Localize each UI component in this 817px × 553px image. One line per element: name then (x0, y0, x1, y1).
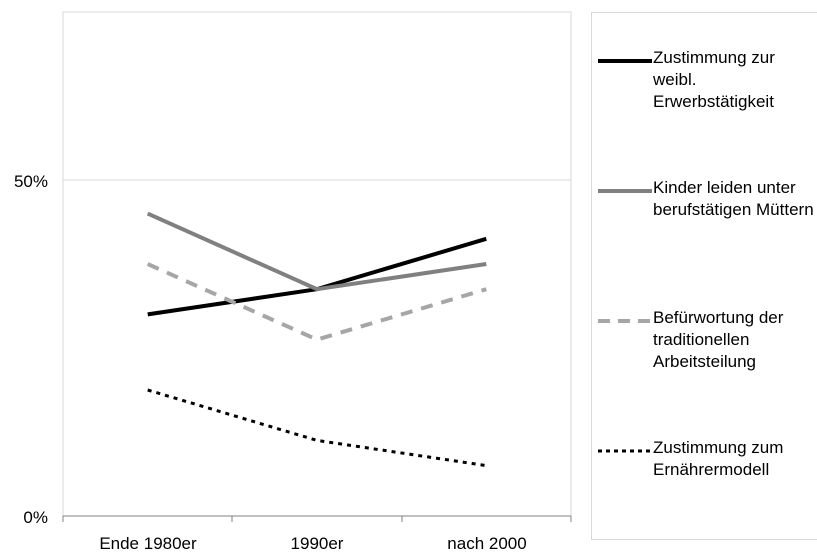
legend-label-erwerbstaetigkeit: Zustimmung zur weibl. Erwerbstätigkeit (653, 48, 775, 111)
series-line-kinder-leiden (146, 211, 487, 292)
plot-area (62, 11, 572, 517)
legend-swatch-erwerbstaetigkeit (598, 59, 652, 63)
legend-label-kinder-leiden: Kinder leiden unter berufstätigen Mütter… (653, 178, 814, 219)
series-line-traditionelle-arbeitsteilung (146, 262, 487, 342)
legend-label-traditionelle-arbeitsteilung: Befürwortung der traditionellen Arbeitst… (653, 308, 784, 371)
line-chart: 0% 50% Ende 1980er 1990er nach 2000 (14, 11, 572, 553)
legend-swatch-traditionelle-arbeitsteilung (598, 319, 652, 323)
x-tick-label-1990er: 1990er (291, 534, 344, 553)
x-tick-label-ende-1980er: Ende 1980er (99, 534, 197, 553)
series-layer (146, 211, 487, 468)
legend-label-ernaehrermodell: Zustimmung zum Ernährermodell (653, 438, 784, 479)
legend: Zustimmung zur weibl. Erwerbstätigkeit K… (591, 12, 817, 540)
legend-swatch-ernaehrermodell (598, 449, 652, 453)
series-line-ernaehrermodell (147, 388, 487, 468)
x-tick-label-nach-2000: nach 2000 (447, 534, 526, 553)
legend-swatch-kinder-leiden (598, 189, 652, 193)
y-tick-label-0: 0% (23, 508, 48, 527)
y-tick-label-50: 50% (14, 172, 48, 191)
series-line-erwerbstaetigkeit (147, 236, 487, 317)
